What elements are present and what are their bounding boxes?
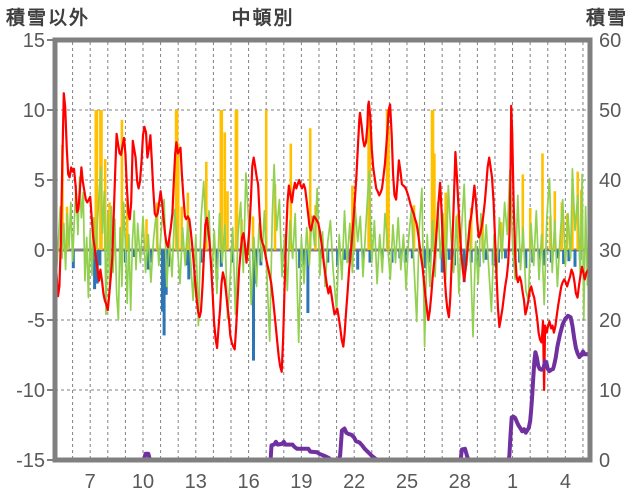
svg-text:28: 28 [449,471,471,493]
svg-text:22: 22 [343,471,365,493]
svg-text:30: 30 [599,240,621,262]
svg-text:20: 20 [599,310,621,332]
svg-text:0: 0 [34,240,45,262]
svg-text:1: 1 [507,471,518,493]
svg-text:-10: -10 [16,380,45,402]
svg-text:16: 16 [237,471,259,493]
svg-text:15: 15 [23,30,45,52]
svg-text:0: 0 [599,450,610,472]
svg-text:19: 19 [290,471,312,493]
svg-text:40: 40 [599,170,621,192]
svg-text:5: 5 [34,170,45,192]
svg-text:50: 50 [599,100,621,122]
svg-text:10: 10 [23,100,45,122]
snow-depth-line [55,313,590,460]
green-line [55,163,590,348]
svg-text:13: 13 [185,471,207,493]
chart-title: 中頓別 [231,8,295,29]
svg-text:4: 4 [560,471,571,493]
svg-text:10: 10 [132,471,154,493]
svg-text:7: 7 [85,471,96,493]
svg-text:-5: -5 [27,310,45,332]
left-axis-ticks: 15 10 5 0 -5 -10 -15 [16,30,53,472]
svg-text:10: 10 [599,380,621,402]
x-axis-ticks: 7 10 13 16 19 22 25 28 1 4 [85,471,571,493]
svg-text:25: 25 [396,471,418,493]
right-axis-ticks: 60 50 40 30 20 10 0 [599,30,621,472]
red-line [55,92,590,392]
left-axis-title: 積雪以外 [6,8,91,29]
svg-text:-15: -15 [16,450,45,472]
svg-text:60: 60 [599,30,621,52]
right-axis-title: 積雪 [585,8,628,29]
plot-border [52,37,593,463]
